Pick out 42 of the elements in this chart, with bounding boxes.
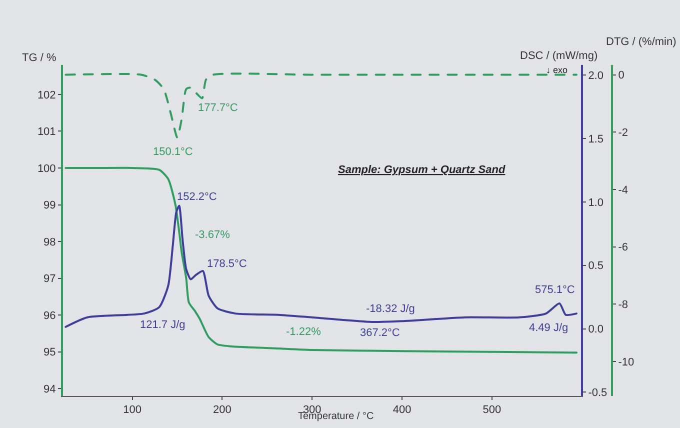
y3-tick-label: 0 [618,70,624,82]
y3-tick-label: -10 [618,356,634,368]
annotation: -3.67% [195,229,230,241]
y3-tick-label: -6 [618,242,628,254]
y2-tick-label: 2.0 [588,70,604,82]
annotation: -18.32 J/g [366,303,415,315]
y3-axis-title: DTG / (%/min) [606,36,676,48]
y2-axis-title: DSC / (mW/mg) [520,50,598,62]
y-tick-label: 101 [37,126,56,138]
line-series [64,166,578,354]
y-tick-label: 100 [37,162,56,175]
x-tick-label: 500 [482,404,502,416]
x-tick-label: 100 [123,404,142,416]
y-tick-label: 99 [44,200,56,212]
y-tick-label: 97 [44,273,56,286]
y2-tick-label: 1.5 [588,133,604,146]
y-axis-title: TG / % [22,52,56,64]
annotation: 367.2°C [360,327,400,339]
y-tick-label: 96 [44,310,56,322]
y3-tick-label: -8 [618,299,628,312]
x-tick-label: 200 [213,404,232,416]
annotation: Sample: Gypsum + Quartz Sand [338,164,506,176]
annotation: ↓ exo [546,65,568,75]
x-tick-label: 400 [392,404,412,416]
y3-tick-label: -4 [618,184,628,196]
annotation: 152.2°C [177,191,217,203]
annotation: 150.1°C [153,146,193,158]
y2-tick-label: -0.5 [588,387,608,400]
annotation: 4.49 J/g [529,322,568,334]
y-tick-label: 98 [44,236,56,248]
y2-tick-label: 0.5 [588,260,604,272]
annotation: -1.22% [286,326,322,338]
annotation: 178.5°C [207,258,247,270]
annotation: 177.7°C [198,102,238,114]
y-tick-label: 94 [44,383,56,396]
y3-tick-label: -2 [618,126,628,139]
y-tick-label: 102 [37,89,56,102]
y2-tick-label: 0.0 [588,324,604,336]
annotation: 121.7 J/g [140,319,186,331]
annotation: 575.1°C [535,284,575,296]
y-tick-label: 95 [44,346,56,359]
y2-tick-label: 1.0 [588,196,604,209]
